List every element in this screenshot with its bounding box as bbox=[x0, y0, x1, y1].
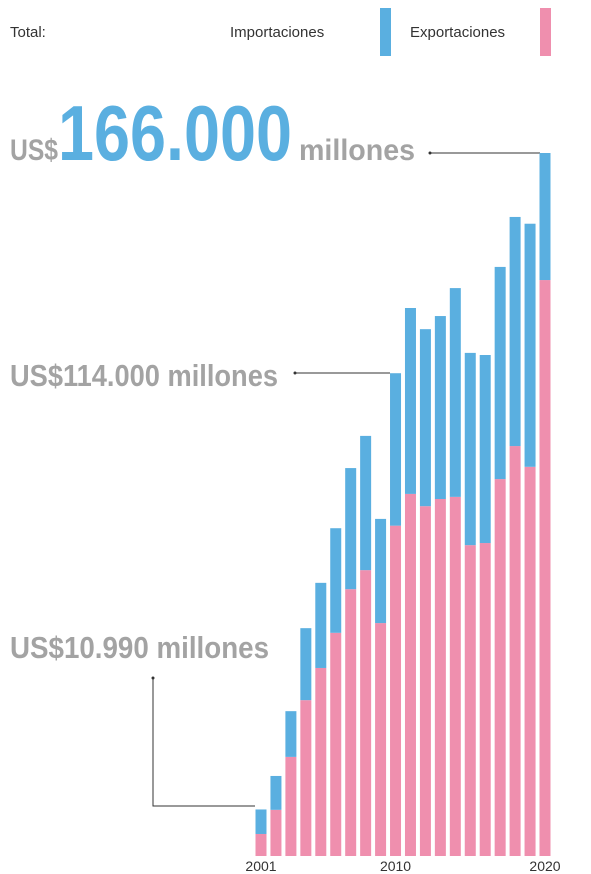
annotation: US$114.000 millones bbox=[10, 358, 278, 393]
legend-title: Total: bbox=[10, 24, 46, 41]
x-tick-label: 2010 bbox=[380, 858, 411, 874]
bar-segment bbox=[255, 833, 267, 856]
bar-segment bbox=[285, 711, 297, 757]
bar-segment bbox=[360, 435, 372, 571]
bar-segment bbox=[449, 288, 461, 497]
leader-dots bbox=[151, 151, 432, 680]
bar-segment bbox=[285, 756, 297, 856]
bar-segment bbox=[434, 316, 446, 499]
bar-segment bbox=[494, 266, 506, 480]
bar-segment bbox=[270, 775, 282, 810]
bar-segment bbox=[255, 809, 267, 834]
bar-segment bbox=[464, 352, 476, 546]
leader-dot bbox=[293, 371, 297, 375]
bar-segment bbox=[479, 543, 491, 856]
bar-segment bbox=[390, 525, 402, 856]
bar-segment bbox=[524, 466, 536, 856]
bar-segment bbox=[539, 280, 551, 856]
bar-segment bbox=[345, 468, 357, 590]
leader-dot bbox=[428, 151, 432, 155]
bar-segment bbox=[270, 809, 282, 856]
bar-segment bbox=[315, 667, 327, 856]
annotation-value: 166.000 bbox=[58, 89, 292, 177]
bar-segment bbox=[509, 216, 521, 447]
bar-segment bbox=[509, 446, 521, 856]
bar-segment bbox=[419, 329, 431, 507]
bar-segment bbox=[300, 700, 312, 856]
legend-swatch bbox=[380, 8, 391, 56]
x-tick-label: 2020 bbox=[529, 858, 560, 874]
bar-segment bbox=[494, 479, 506, 856]
bar-segment bbox=[434, 498, 446, 856]
bar-segment bbox=[300, 628, 312, 701]
legend-label: Exportaciones bbox=[410, 24, 505, 41]
x-tick-label: 2001 bbox=[245, 858, 276, 874]
bar-segment bbox=[404, 307, 416, 494]
bar-segment bbox=[479, 355, 491, 544]
bar-segment bbox=[404, 493, 416, 856]
legend-swatch bbox=[540, 8, 551, 56]
leader-line bbox=[152, 678, 255, 807]
bar-segment bbox=[315, 582, 327, 668]
legend-label: Importaciones bbox=[230, 24, 324, 41]
leader-lines bbox=[152, 152, 540, 807]
bar-segment bbox=[449, 496, 461, 856]
bar-segment bbox=[524, 223, 536, 467]
bar-segment bbox=[375, 623, 387, 856]
bar-segment bbox=[375, 518, 387, 624]
bar-segment bbox=[390, 373, 402, 526]
annotation-prefix: US$ bbox=[10, 134, 58, 167]
leader-dot bbox=[151, 676, 155, 680]
annotation: US$10.990 millones bbox=[10, 630, 269, 665]
bar-segment bbox=[464, 545, 476, 856]
bar-segment bbox=[330, 528, 342, 633]
bar-segment bbox=[345, 589, 357, 856]
annotation-suffix: millones bbox=[299, 134, 415, 167]
bar-segment bbox=[419, 506, 431, 856]
bar-segment bbox=[539, 153, 551, 281]
bar-segment bbox=[330, 632, 342, 856]
bar-segment bbox=[360, 570, 372, 856]
